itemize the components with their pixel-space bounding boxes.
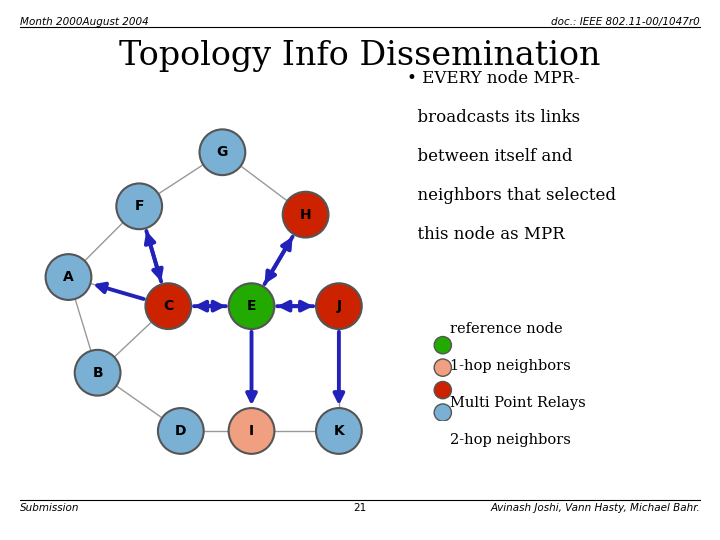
Circle shape [316, 408, 361, 454]
Circle shape [434, 336, 451, 354]
Text: J: J [336, 299, 341, 313]
Text: B: B [92, 366, 103, 380]
Text: 2-hop neighbors: 2-hop neighbors [450, 433, 571, 447]
Circle shape [75, 350, 120, 396]
Circle shape [145, 284, 192, 329]
Circle shape [434, 359, 451, 376]
Text: Topology Info Dissemination: Topology Info Dissemination [120, 40, 600, 72]
Text: neighbors that selected: neighbors that selected [407, 187, 616, 204]
Text: K: K [333, 424, 344, 438]
Text: between itself and: between itself and [407, 148, 572, 165]
Text: E: E [247, 299, 256, 313]
Text: broadcasts its links: broadcasts its links [407, 109, 580, 126]
Circle shape [434, 404, 451, 421]
Text: D: D [175, 424, 186, 438]
Text: 21: 21 [354, 503, 366, 514]
Circle shape [45, 254, 91, 300]
Circle shape [283, 192, 328, 238]
Text: C: C [163, 299, 174, 313]
Text: G: G [217, 145, 228, 159]
Text: reference node: reference node [450, 322, 562, 336]
Text: Multi Point Relays: Multi Point Relays [450, 396, 586, 410]
Text: Submission: Submission [20, 503, 80, 514]
Circle shape [316, 284, 361, 329]
Circle shape [434, 381, 451, 399]
Circle shape [158, 408, 204, 454]
Text: H: H [300, 208, 312, 221]
Text: this node as MPR: this node as MPR [407, 226, 564, 242]
Text: A: A [63, 270, 74, 284]
Circle shape [199, 130, 246, 175]
Text: doc.: IEEE 802.11-00/1047r0: doc.: IEEE 802.11-00/1047r0 [551, 17, 700, 28]
Circle shape [117, 184, 162, 229]
Circle shape [229, 284, 274, 329]
Text: F: F [135, 199, 144, 213]
Text: • EVERY node MPR-: • EVERY node MPR- [407, 70, 580, 87]
Text: Avinash Joshi, Vann Hasty, Michael Bahr.: Avinash Joshi, Vann Hasty, Michael Bahr. [490, 503, 700, 514]
Text: Month 2000August 2004: Month 2000August 2004 [20, 17, 149, 28]
Circle shape [229, 408, 274, 454]
Text: 1-hop neighbors: 1-hop neighbors [450, 359, 571, 373]
Text: I: I [249, 424, 254, 438]
